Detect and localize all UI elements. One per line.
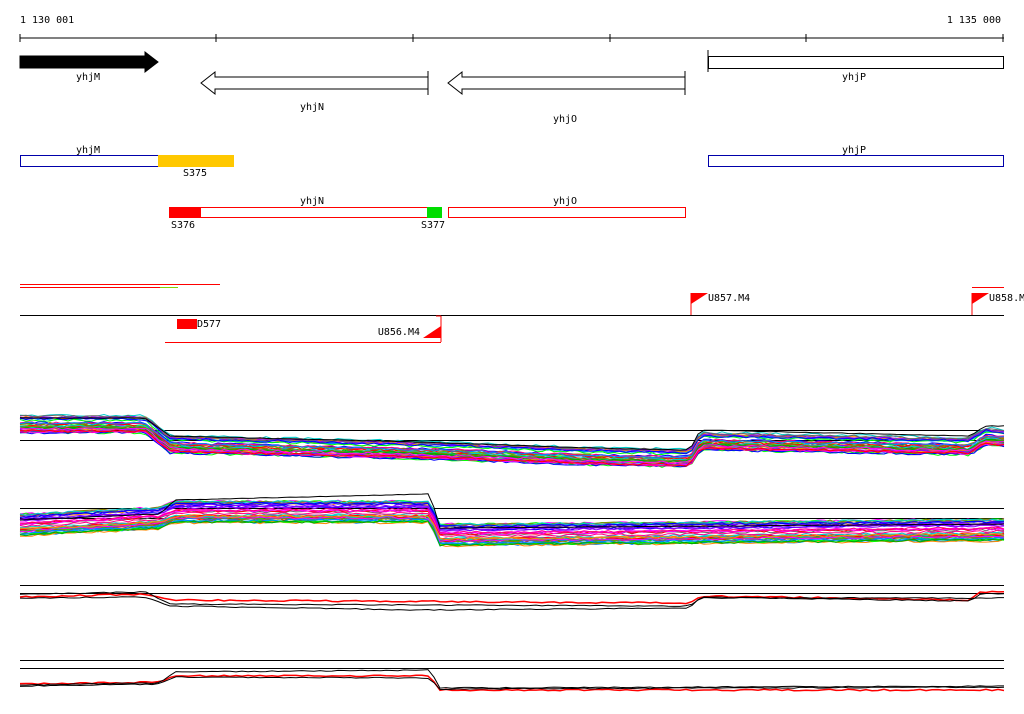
feature-mark-D577 bbox=[177, 319, 197, 329]
expression-profile-reverse bbox=[19, 493, 1005, 548]
profile-line bbox=[19, 508, 1005, 535]
profile-line bbox=[19, 511, 1005, 538]
ruler-start-label: 1 130 001 bbox=[20, 15, 74, 26]
gene-label-yhjN: yhjN bbox=[300, 102, 324, 113]
expression-summary-forward bbox=[19, 585, 1005, 611]
gene-label-yhjO: yhjO bbox=[553, 114, 577, 125]
profile-line bbox=[19, 416, 1005, 455]
profile-line bbox=[19, 520, 1005, 547]
profile-line bbox=[19, 518, 1005, 545]
segment-label-S376: S376 bbox=[171, 220, 195, 231]
gene-yhjP[interactable]: yhjP bbox=[707, 50, 1004, 83]
profile-line bbox=[19, 505, 1005, 532]
operon-track: yhjM S375 yhjP yhjN S376 S377 yhjO bbox=[20, 145, 1004, 231]
segment-S376[interactable] bbox=[169, 207, 201, 218]
profile-line bbox=[19, 421, 1005, 459]
feature-label-U857: U857.M4 bbox=[708, 293, 750, 304]
feature-D577[interactable]: D577 bbox=[165, 319, 441, 343]
feature-flag-U858 bbox=[972, 293, 989, 304]
profile-line bbox=[19, 676, 1005, 691]
feature-U857-M4[interactable]: U857.M4 bbox=[690, 293, 750, 315]
gene-yhjM[interactable]: yhjM bbox=[19, 50, 159, 83]
gene-arrow-yhjN bbox=[200, 70, 429, 96]
profile-line bbox=[19, 500, 1005, 527]
expression-profile-forward bbox=[19, 413, 1005, 468]
operon-label-yhjM: yhjM bbox=[76, 145, 100, 156]
profile-line bbox=[19, 591, 1004, 607]
operon-label-yhjN: yhjN bbox=[300, 196, 324, 207]
feature-flag-U856 bbox=[423, 326, 441, 338]
gene-arrow-yhjO bbox=[447, 70, 686, 96]
segment-S375[interactable] bbox=[158, 155, 234, 167]
operon-yhjO[interactable] bbox=[448, 207, 686, 218]
feature-U858-M4[interactable]: U858.M4 bbox=[971, 287, 1024, 316]
profile-line bbox=[19, 514, 1005, 541]
operon-label-yhjP: yhjP bbox=[842, 145, 866, 156]
profile-line bbox=[19, 493, 1005, 529]
profile-line bbox=[19, 504, 1005, 532]
profile-line bbox=[19, 426, 1005, 464]
gene-track: yhjM yhjN yhjO yhjP bbox=[19, 50, 1004, 125]
profile-line bbox=[19, 426, 1005, 463]
gene-box-yhjP bbox=[708, 56, 1004, 69]
operon-yhjN[interactable] bbox=[169, 207, 442, 218]
profile-line bbox=[19, 429, 1005, 467]
segment-label-S377: S377 bbox=[421, 220, 445, 231]
gene-arrow-yhjM bbox=[19, 50, 159, 74]
feature-flag-U857 bbox=[691, 293, 708, 304]
profile-line bbox=[19, 514, 1005, 541]
profile-line bbox=[19, 674, 1005, 692]
segment-S377[interactable] bbox=[427, 207, 442, 218]
profile-line bbox=[19, 418, 1005, 456]
profile-line bbox=[19, 417, 1005, 451]
gene-label-yhjM: yhjM bbox=[76, 72, 100, 83]
expression-summary-reverse bbox=[19, 660, 1005, 692]
feature-track: D577 U856.M4 U857.M4 U858.M4 bbox=[20, 284, 1024, 343]
feature-label-D577: D577 bbox=[197, 319, 221, 330]
profile-line bbox=[19, 593, 1005, 611]
operon-yhjP[interactable] bbox=[708, 155, 1004, 167]
segment-label-S375: S375 bbox=[183, 168, 207, 179]
feature-label-U858: U858.M4 bbox=[989, 293, 1024, 304]
operon-yhjM[interactable] bbox=[20, 155, 159, 167]
ruler-end-label: 1 135 000 bbox=[947, 15, 1001, 26]
gene-yhjN[interactable]: yhjN bbox=[200, 70, 429, 113]
feature-U856-M4[interactable]: U856.M4 bbox=[378, 315, 442, 342]
operon-label-yhjO: yhjO bbox=[553, 196, 577, 207]
gene-yhjO[interactable]: yhjO bbox=[447, 70, 686, 125]
feature-label-U856: U856.M4 bbox=[378, 327, 420, 338]
profile-line bbox=[19, 501, 1004, 528]
coordinate-ruler: 1 130 001 1 135 000 bbox=[19, 15, 1004, 42]
gene-label-yhjP: yhjP bbox=[842, 72, 866, 83]
